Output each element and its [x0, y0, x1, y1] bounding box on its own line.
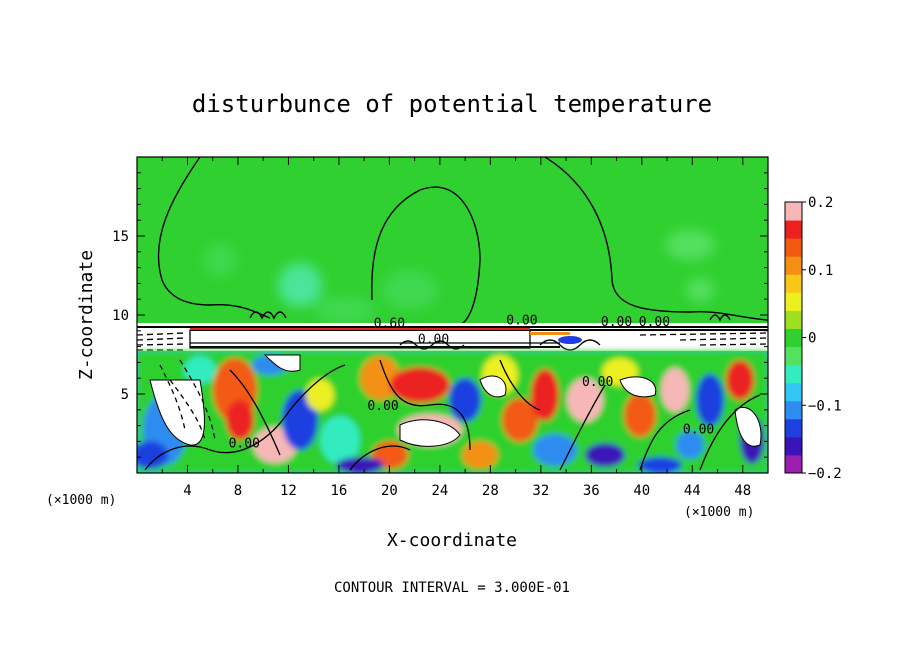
colorbar-swatch: [785, 328, 802, 348]
x-tick-label: 32: [532, 483, 549, 499]
colorbar-swatch: [785, 436, 802, 456]
colorbar-tick-label: 0.2: [808, 195, 833, 211]
contour-label: 0.00: [506, 313, 537, 328]
contour-label: 0.60: [374, 317, 405, 332]
colorbar-swatch: [785, 382, 802, 402]
lower-anomaly-blobs: [137, 351, 768, 473]
colorbar-swatch: [785, 364, 802, 384]
chart-title: disturbunce of potential temperature: [192, 90, 712, 118]
x-axis-label: X-coordinate: [387, 530, 517, 551]
colorbar-swatch: [785, 292, 802, 311]
x-tick-label: 12: [280, 483, 297, 499]
colorbar-swatch: [785, 202, 802, 221]
colorbar-swatch: [785, 418, 802, 438]
y-tick-label: 5: [121, 387, 129, 403]
contour-labels: 0.60 0.00 0.00 0.00 0.00 0.00 0.00 0.00 0.00: [229, 313, 715, 451]
contour-label: 0.00: [683, 423, 714, 438]
y-axis-label: Z-coordinate: [76, 250, 97, 380]
contour-label: 0.00: [418, 332, 449, 347]
colorbar: 0.2 0.1 0 −0.1 −0.2: [784, 195, 842, 482]
colorbar-swatch: [785, 274, 802, 293]
x-tick-label: 4: [183, 483, 191, 499]
colorbar-tick-label: −0.2: [808, 466, 842, 482]
colorbar-swatch: [785, 256, 802, 275]
colorbar-tick-label: −0.1: [808, 398, 842, 414]
colorbar-swatch: [785, 454, 802, 474]
x-tick-label: 48: [734, 483, 751, 499]
x-unit-label-right: (×1000 m): [684, 505, 754, 520]
plot-area: [137, 157, 768, 473]
contour-interval-text: CONTOUR INTERVAL = 3.000E-01: [334, 580, 570, 596]
contour-label: 0.00: [229, 437, 260, 452]
colorbar-swatch: [785, 220, 802, 239]
x-tick-label: 28: [482, 483, 499, 499]
y-tick-label: 10: [112, 308, 129, 324]
contour-label: 0.00: [639, 315, 670, 330]
contour-label: 0.00: [582, 375, 613, 390]
lower-contours: [144, 354, 762, 471]
x-tick-label: 24: [431, 483, 448, 499]
colorbar-swatch: [785, 346, 802, 366]
x-tick-label: 36: [583, 483, 600, 499]
contour-label: 0.00: [601, 315, 632, 330]
x-tick-label: 8: [234, 483, 242, 499]
x-tick-label: 40: [633, 483, 650, 499]
upper-region: [137, 157, 768, 335]
x-tick-label: 44: [684, 483, 701, 499]
y-tick-label: 15: [112, 229, 129, 245]
contour-label: 0.00: [367, 399, 398, 414]
colorbar-tick-label: 0.1: [808, 263, 833, 279]
colorbar-swatch: [785, 238, 802, 257]
upper-contours: [157, 157, 768, 326]
x-tick-label: 20: [381, 483, 398, 499]
upper-anomaly-blobs: [204, 230, 715, 324]
colorbar-swatch: [785, 400, 802, 420]
x-unit-label-left: (×1000 m): [46, 493, 116, 508]
colorbar-swatch: [785, 310, 802, 329]
transition-contours: [137, 326, 768, 351]
x-tick-label: 16: [330, 483, 347, 499]
colorbar-tick-label: 0: [808, 331, 816, 347]
